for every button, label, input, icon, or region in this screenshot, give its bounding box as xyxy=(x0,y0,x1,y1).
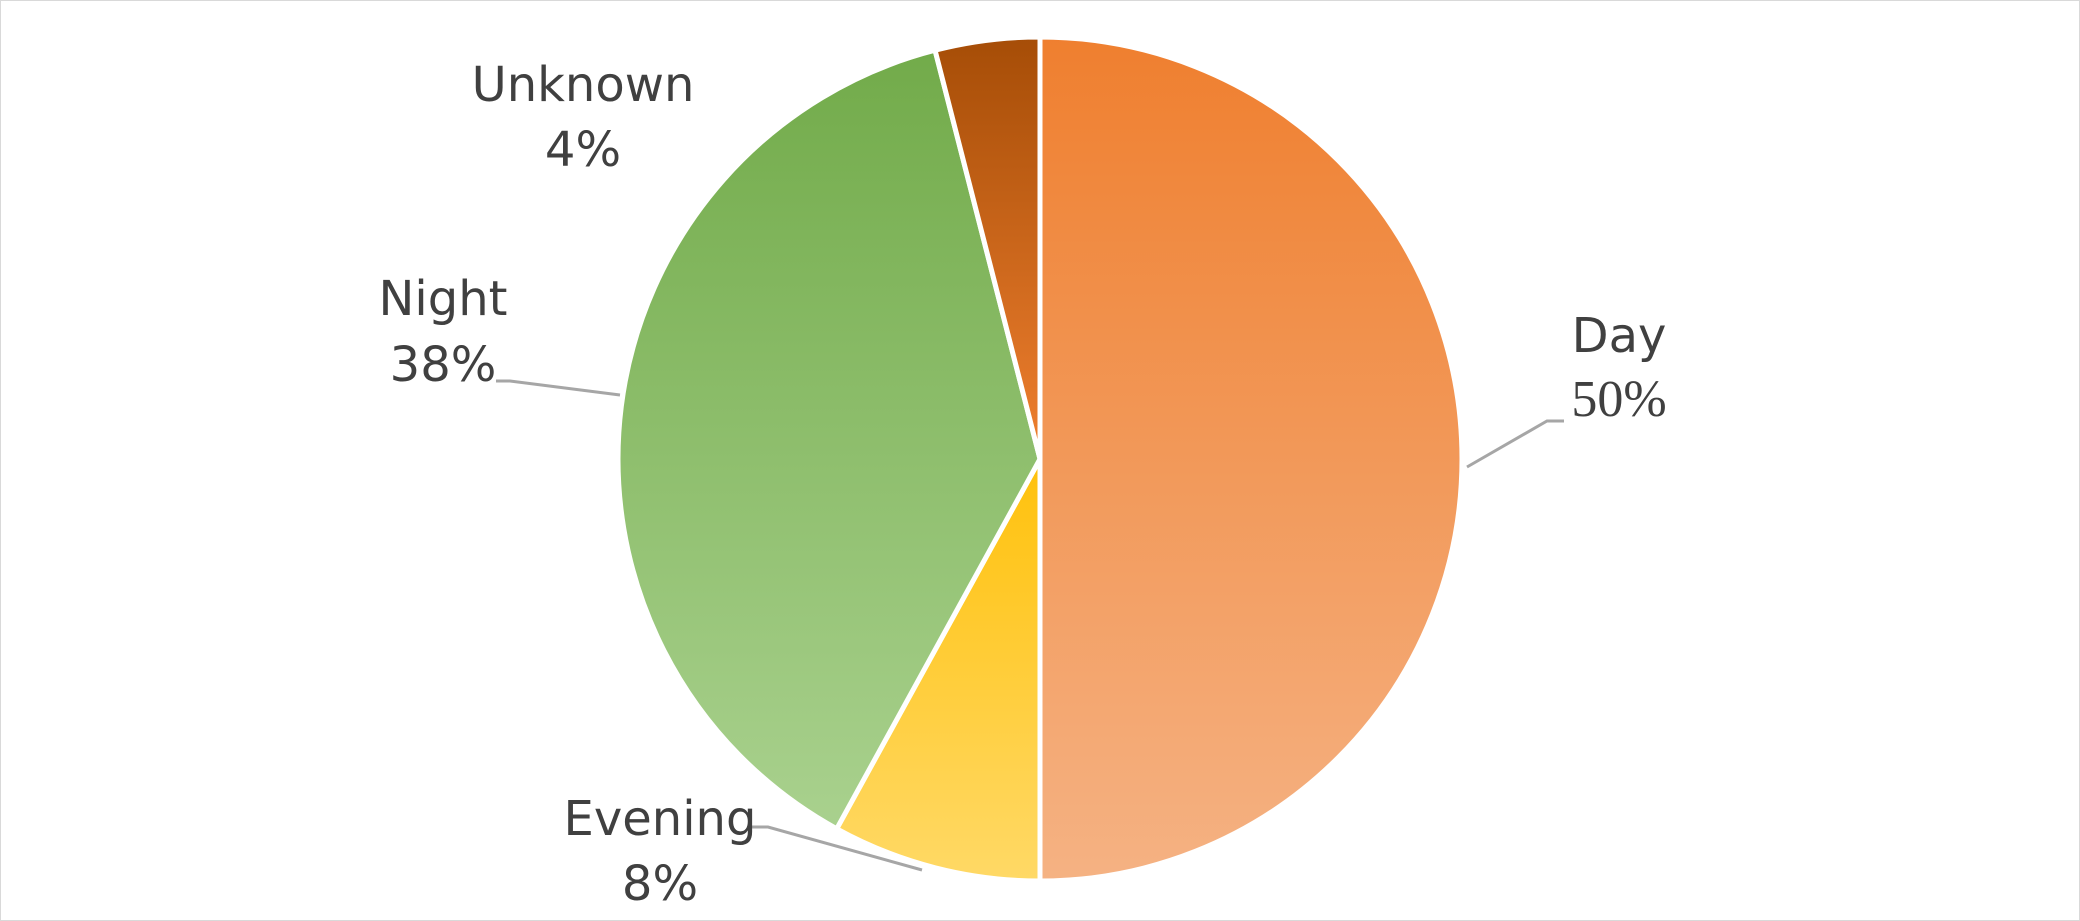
leader-line-day xyxy=(1466,419,1564,469)
leader-line-night xyxy=(496,379,621,397)
slice-night xyxy=(615,47,1043,832)
slice-evening xyxy=(834,456,1043,884)
label-unknown-percent: 4% xyxy=(545,122,621,178)
leader-line-evening xyxy=(750,825,923,872)
label-evening-percent: 8% xyxy=(622,856,698,912)
label-night-percent: 38% xyxy=(390,337,497,393)
label-day-percent: 50% xyxy=(1571,371,1666,428)
label-day-category: Day xyxy=(1572,308,1667,364)
slice-unknown xyxy=(932,34,1043,462)
slice-day xyxy=(1037,34,1465,884)
label-night-category: Night xyxy=(379,271,508,327)
label-evening-category: Evening xyxy=(564,791,757,847)
label-unknown-category: Unknown xyxy=(472,57,695,113)
